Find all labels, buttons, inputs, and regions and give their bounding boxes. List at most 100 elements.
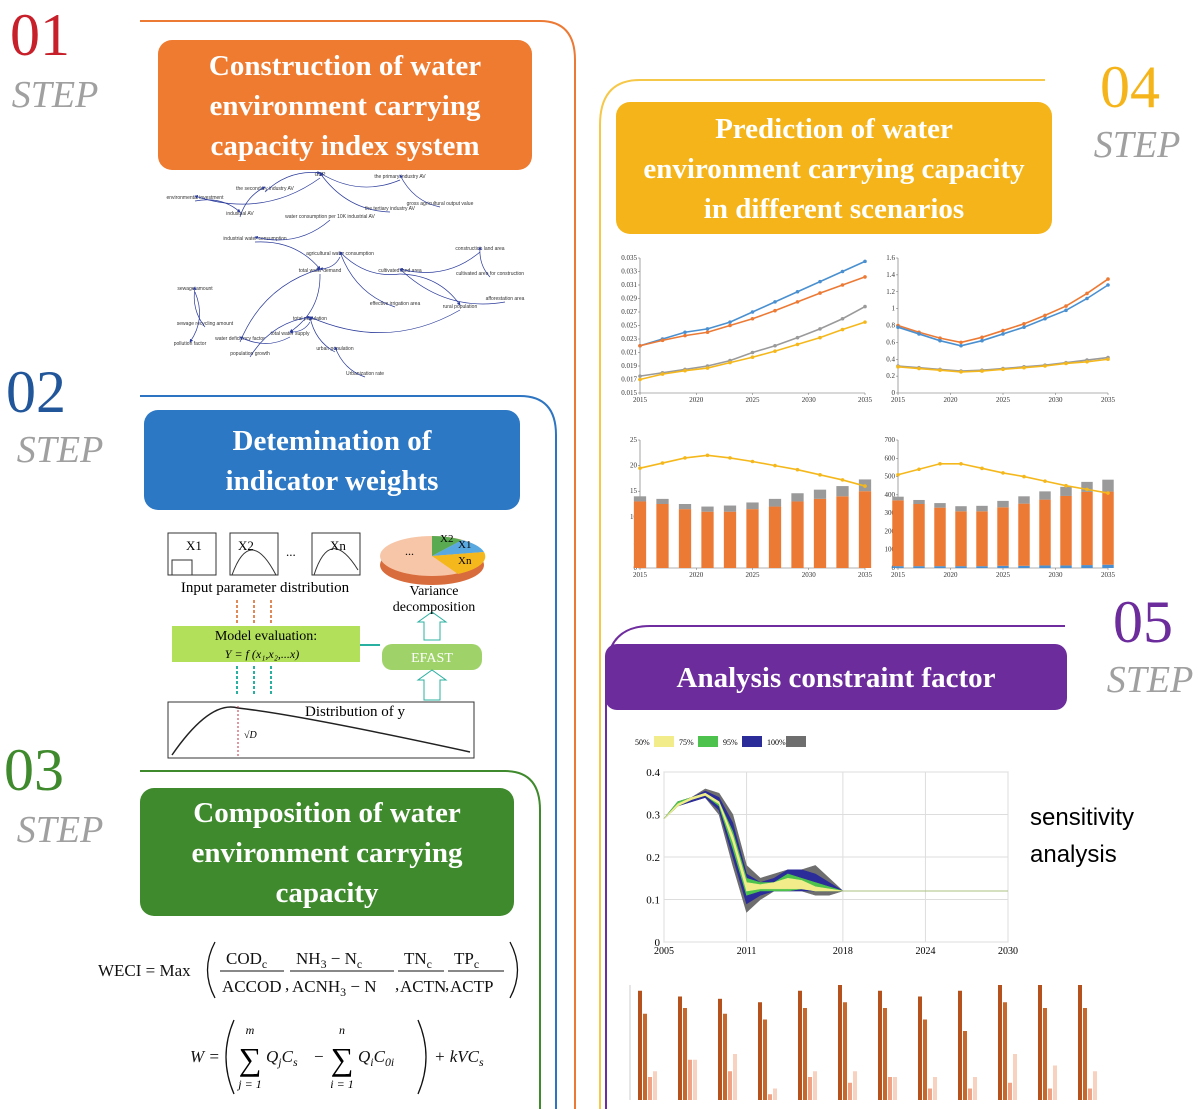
series-point (750, 459, 755, 464)
distribution-box (311, 532, 361, 576)
bar (1081, 481, 1093, 492)
series-point (959, 370, 963, 374)
network-node: effective irrigation area (370, 301, 421, 307)
network-node: the tertiary industry AV (365, 206, 416, 212)
variance-label: Variance (410, 584, 459, 599)
series-point (705, 366, 710, 370)
series-point (795, 300, 800, 304)
formula-piece: c (474, 957, 479, 971)
bar (913, 504, 925, 567)
step-title: environment carrying (192, 837, 463, 869)
formula-piece: − N (346, 977, 376, 996)
network-edge (319, 172, 391, 213)
formula-part: + kVCs (434, 1047, 484, 1069)
sum-limit: n (339, 1023, 345, 1037)
bar (798, 990, 802, 1100)
formula-piece: ACTP (450, 977, 493, 996)
frame-curve (599, 79, 1045, 1109)
y-tick-label: 0.1 (646, 895, 660, 907)
bar (836, 496, 849, 568)
distribution-label: Distribution of y (305, 704, 405, 720)
series-point (1022, 474, 1026, 479)
formula-piece: c (357, 957, 362, 971)
series-point (1001, 367, 1005, 372)
box-label: ... (286, 544, 296, 559)
formula-piece: c (262, 957, 267, 971)
variance-label: decomposition (393, 600, 475, 615)
series-point (980, 335, 984, 340)
bar (1039, 565, 1051, 568)
network-edge (308, 316, 336, 353)
series-point (917, 366, 921, 371)
x-tick-label: 2020 (944, 396, 959, 404)
bar (998, 985, 1002, 1100)
y-tick-label: 25 (630, 436, 638, 444)
bar (1043, 1008, 1047, 1100)
bar (678, 996, 682, 1100)
series-point (750, 350, 755, 355)
network-node: sewage amount (177, 286, 213, 292)
bar (913, 566, 925, 568)
title-box (140, 788, 514, 916)
step-title: Detemination of (233, 425, 432, 457)
formula-piece: C (374, 1047, 386, 1066)
model-label: Model evaluation: (215, 629, 317, 644)
series-point (660, 461, 665, 465)
series-point (1043, 479, 1047, 483)
series-point (638, 374, 642, 378)
title-box (605, 644, 1067, 710)
sum-symbol: ∑ (239, 1041, 262, 1077)
title-box (616, 102, 1052, 234)
bar (678, 509, 692, 568)
bar (888, 1077, 892, 1100)
bar (633, 496, 647, 502)
series-point (1022, 325, 1026, 329)
bar (1083, 1008, 1087, 1100)
series-point (638, 343, 642, 348)
network-edge (399, 251, 481, 273)
legend-label: 75% (679, 738, 694, 747)
box-label: Xn (330, 538, 346, 553)
series-point (1064, 483, 1068, 488)
series-point (1106, 491, 1110, 495)
bar (1088, 1088, 1092, 1100)
bar (808, 1077, 812, 1100)
bar (878, 990, 882, 1100)
model-box (172, 626, 360, 662)
network-edge (339, 251, 401, 275)
series-point (728, 320, 732, 324)
bar (923, 1019, 927, 1100)
network-edge (254, 241, 321, 270)
series-point (1064, 308, 1068, 313)
network-edge (399, 268, 506, 305)
legend-label: 95% (723, 738, 738, 747)
frame-curve (140, 770, 541, 1109)
series-point (818, 327, 822, 331)
series-point (818, 335, 822, 340)
legend-swatch (786, 736, 806, 747)
series-point (1085, 296, 1089, 301)
bar (791, 501, 804, 568)
series-point (683, 368, 687, 373)
series-point (1085, 359, 1089, 364)
distribution-shape (313, 548, 359, 576)
series-point (896, 472, 900, 477)
bar (813, 489, 827, 499)
bar (678, 504, 692, 510)
bar (955, 511, 967, 567)
x-tick-label: 2030 (1049, 396, 1064, 404)
series-point (795, 467, 800, 472)
sqrt-label: √D (244, 730, 257, 741)
formula-piece: COD (226, 949, 262, 968)
series-point (683, 330, 687, 335)
series-point (959, 461, 963, 466)
formula-lhs: WECI = Max (98, 961, 191, 980)
formula-piece: C (282, 1047, 294, 1066)
bar (1081, 491, 1093, 566)
formula-part: NH3 − Nc (296, 949, 362, 971)
bar (728, 1071, 732, 1100)
separator: , (395, 975, 399, 994)
x-tick-label: 2025 (996, 396, 1011, 404)
series-point (980, 338, 984, 343)
